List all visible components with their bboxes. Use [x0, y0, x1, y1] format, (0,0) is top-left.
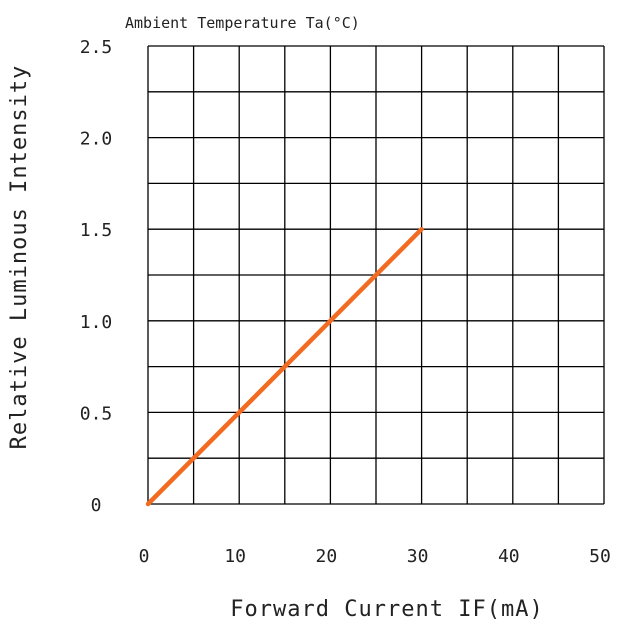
- x-tick-label: 10: [224, 546, 246, 567]
- y-tick-label: 2.0: [80, 129, 113, 150]
- y-tick-label: 1.5: [80, 220, 113, 241]
- x-tick-label: 30: [407, 546, 429, 567]
- series-line: [145, 226, 424, 507]
- tick-labels: 0 10 20 30 40 50 0 0.5 1.0 1.5 2.0 2.5: [80, 37, 611, 567]
- x-tick-label: 50: [589, 546, 611, 567]
- x-tick-label: 0: [139, 546, 150, 567]
- x-axis-label: Forward Current IF(mA): [230, 597, 543, 622]
- plot-grid: [147, 45, 605, 505]
- y-tick-label: 0.5: [80, 403, 113, 424]
- chart-title: Ambient Temperature Ta(°C): [125, 14, 360, 32]
- x-tick-label: 20: [316, 546, 338, 567]
- y-tick-label: 2.5: [80, 37, 113, 58]
- y-tick-label: 0: [91, 495, 102, 516]
- series-layer: [145, 226, 424, 507]
- y-tick-label: 1.0: [80, 312, 113, 333]
- x-tick-label: 40: [498, 546, 520, 567]
- y-axis-label: Relative Luminous Intensity: [7, 65, 32, 450]
